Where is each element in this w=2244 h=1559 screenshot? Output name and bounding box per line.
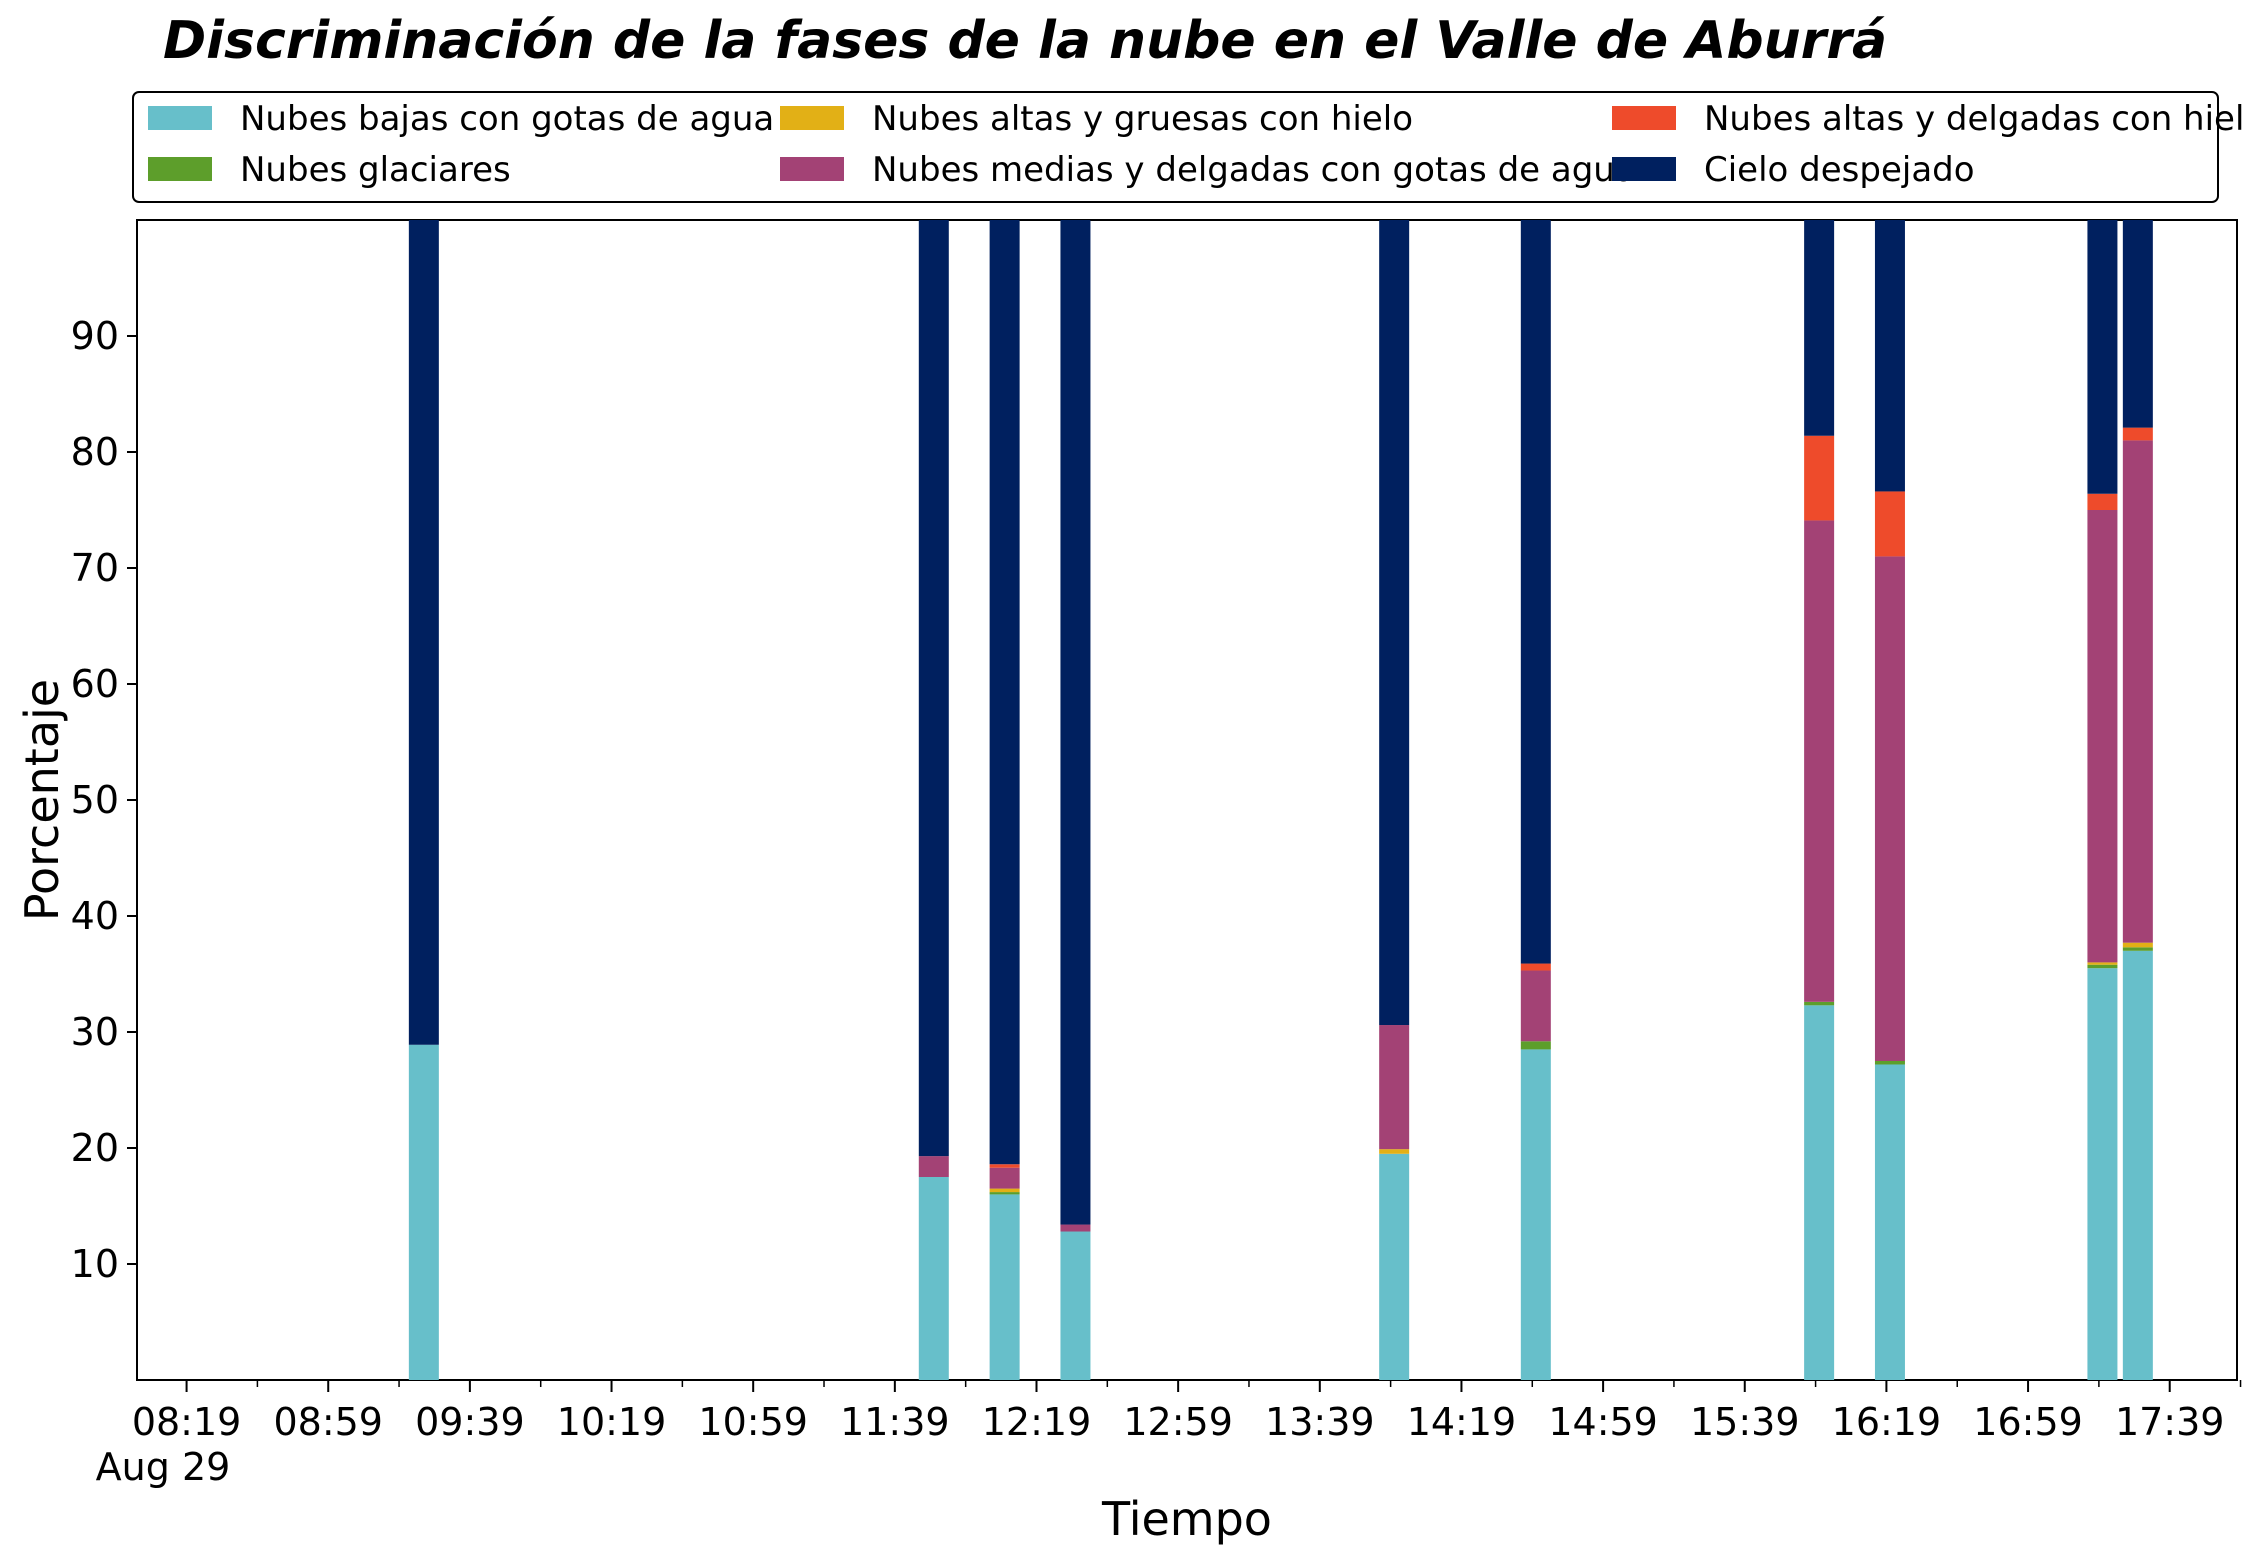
- bar-segment: [1874, 220, 1905, 492]
- y-tick-label: 30: [71, 1010, 119, 1054]
- bar-segment: [408, 1044, 439, 1380]
- bar-segment: [2122, 950, 2153, 1380]
- bar-segment: [1520, 220, 1551, 964]
- plot-area: [136, 219, 2238, 1381]
- bar-segment: [989, 1192, 1020, 1195]
- bar-segment: [918, 1156, 949, 1177]
- x-tick-label: 10:59: [698, 1400, 808, 1444]
- y-tick-label: 50: [71, 778, 119, 822]
- bar-segment: [1060, 1224, 1091, 1232]
- bar-segment: [1520, 1041, 1551, 1050]
- bar-segment: [1804, 1005, 1835, 1380]
- y-tick-label: 40: [71, 894, 119, 938]
- y-tick-label: 60: [71, 662, 119, 706]
- legend-swatch: [1612, 106, 1676, 130]
- bar-segment: [2087, 493, 2118, 510]
- bar-segment: [1874, 491, 1905, 557]
- bar-segment: [2122, 942, 2153, 948]
- legend-entry-label: Cielo despejado: [1704, 150, 1975, 190]
- legend-entry-label: Nubes bajas con gotas de agua: [240, 99, 774, 139]
- bar-segment: [918, 1177, 949, 1380]
- y-tick-label: 70: [71, 546, 119, 590]
- x-axis-date-label: Aug 29: [96, 1445, 231, 1489]
- bar-segment: [1379, 220, 1410, 1026]
- bar-segment: [1804, 520, 1835, 1002]
- legend-entry-label: Nubes altas y gruesas con hielo: [872, 99, 1413, 139]
- legend-swatch: [148, 106, 212, 130]
- legend: Nubes bajas con gotas de agua Nubes glaci…: [132, 91, 2244, 203]
- bar-segment: [989, 220, 1020, 1165]
- legend-frame: [132, 91, 2219, 203]
- x-axis: 08:19 08:59 09:39 10:19 10:59 11:39 12:19 12:59…: [132, 1380, 2242, 1444]
- legend-entry-label: Nubes medias y delgadas con gotas de agu…: [872, 150, 1636, 190]
- x-tick-label: 08:59: [273, 1400, 383, 1444]
- bar-segment: [2087, 962, 2118, 965]
- legend-entry-label: Nubes glaciares: [240, 150, 511, 190]
- bar-segment: [918, 220, 949, 1157]
- bar-segment: [2122, 427, 2153, 441]
- bar-segment: [2122, 440, 2153, 943]
- x-axis-label: Tiempo: [1101, 1492, 1272, 1546]
- x-tick-label: 11:39: [840, 1400, 950, 1444]
- y-axis-label: Porcentaje: [15, 679, 69, 921]
- bar-segment: [1060, 220, 1091, 1225]
- bars-group: [408, 220, 2153, 1380]
- bar-segment: [1804, 1001, 1835, 1006]
- legend-entry-label: Nubes altas y delgadas con hielo: [1704, 99, 2244, 139]
- bar-segment: [1520, 1049, 1551, 1380]
- bar-segment: [2122, 947, 2153, 951]
- x-tick-label: 16:59: [1973, 1400, 2083, 1444]
- x-tick-label: 10:19: [557, 1400, 667, 1444]
- bar-segment: [1874, 1064, 1905, 1380]
- bar-segment: [1379, 1153, 1410, 1380]
- bar-segment: [1379, 1025, 1410, 1150]
- y-axis: 10 20 30 40 50 60 70 80 90: [71, 314, 137, 1286]
- chart-title: Discriminación de la fases de la nube en…: [163, 11, 1887, 71]
- x-tick-label: 12:59: [1123, 1400, 1233, 1444]
- y-tick-label: 90: [71, 314, 119, 358]
- x-tick-label: 12:19: [982, 1400, 1092, 1444]
- bar-segment: [1379, 1149, 1410, 1154]
- bar-segment: [1874, 556, 1905, 1061]
- legend-swatch: [780, 157, 844, 181]
- bar-segment: [2087, 968, 2118, 1380]
- legend-swatch: [1612, 157, 1676, 181]
- bar-segment: [1060, 1231, 1091, 1380]
- bar-segment: [2087, 964, 2118, 969]
- bar-segment: [408, 220, 439, 1045]
- x-tick-label: 13:39: [1265, 1400, 1375, 1444]
- bar-segment: [989, 1188, 1020, 1193]
- bar-segment: [989, 1167, 1020, 1189]
- bar-segment: [989, 1194, 1020, 1380]
- y-tick-label: 10: [71, 1242, 119, 1286]
- bar-segment: [1804, 220, 1835, 436]
- bar-segment: [2087, 510, 2118, 963]
- x-tick-label: 16:19: [1832, 1400, 1942, 1444]
- bar-segment: [1520, 970, 1551, 1042]
- y-tick-label: 20: [71, 1126, 119, 1170]
- x-tick-label: 14:19: [1407, 1400, 1517, 1444]
- bar-segment: [989, 1164, 1020, 1168]
- legend-swatch: [148, 157, 212, 181]
- x-tick-label: 14:59: [1548, 1400, 1658, 1444]
- bar-segment: [2122, 220, 2153, 428]
- x-tick-label: 17:39: [2115, 1400, 2225, 1444]
- y-tick-label: 80: [71, 430, 119, 474]
- bar-segment: [2087, 220, 2118, 494]
- bar-segment: [1874, 1061, 1905, 1065]
- legend-swatch: [780, 106, 844, 130]
- x-tick-label: 09:39: [415, 1400, 525, 1444]
- bar-segment: [1804, 435, 1835, 521]
- bar-segment: [1520, 963, 1551, 971]
- x-tick-label: 15:39: [1690, 1400, 1800, 1444]
- x-tick-label: 08:19: [132, 1400, 242, 1444]
